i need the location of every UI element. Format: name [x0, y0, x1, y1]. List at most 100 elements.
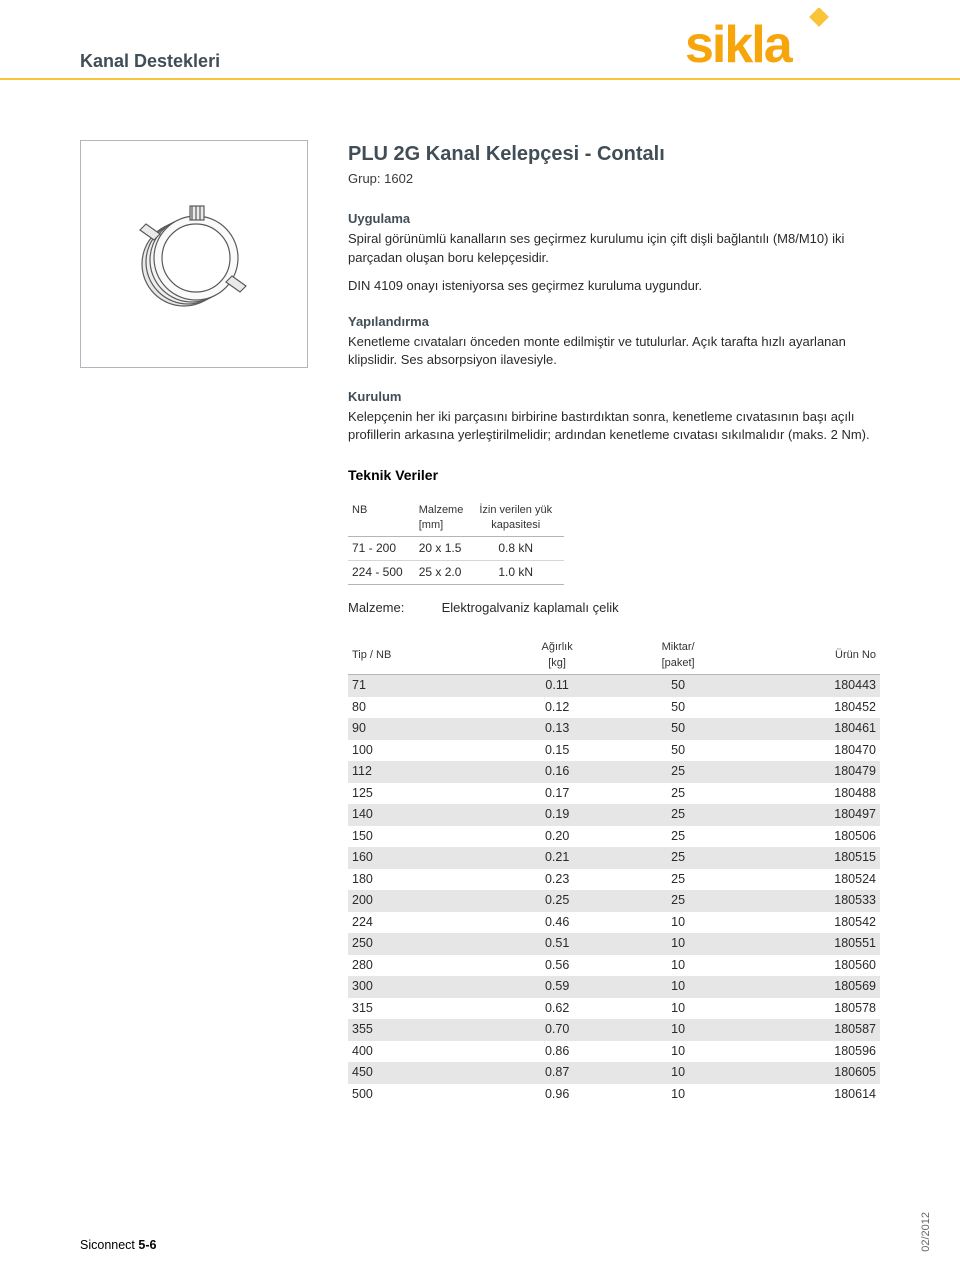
- table-cell: 10: [616, 1084, 740, 1106]
- header-divider: [0, 78, 960, 80]
- table-row: 3000.5910180569: [348, 976, 880, 998]
- table-cell: 0.17: [498, 783, 616, 805]
- table-cell: 450: [348, 1062, 498, 1084]
- table-cell: 71 - 200: [348, 537, 415, 561]
- table-row: 4000.8610180596: [348, 1041, 880, 1063]
- table-cell: 90: [348, 718, 498, 740]
- table-cell: 25: [616, 869, 740, 891]
- table-cell: 180443: [740, 675, 880, 697]
- table-cell: 355: [348, 1019, 498, 1041]
- table-cell: 180605: [740, 1062, 880, 1084]
- table-cell: 180578: [740, 998, 880, 1020]
- table-cell: 300: [348, 976, 498, 998]
- table-cell: 0.70: [498, 1019, 616, 1041]
- tech-col-load: İzin verilen yük kapasitesi: [475, 500, 564, 537]
- table-cell: 180533: [740, 890, 880, 912]
- table-cell: 0.23: [498, 869, 616, 891]
- page-header: Kanal Destekleri sikla: [0, 0, 960, 90]
- table-row: 1250.1725180488: [348, 783, 880, 805]
- table-cell: 20 x 1.5: [415, 537, 476, 561]
- table-cell: 25 x 2.0: [415, 561, 476, 585]
- table-cell: 0.56: [498, 955, 616, 977]
- table-cell: 180569: [740, 976, 880, 998]
- product-table: Tip / NB Ağırlık [kg] Miktar/ [paket] Ür…: [348, 637, 880, 1105]
- application-heading: Uygulama: [348, 210, 880, 228]
- table-cell: 112: [348, 761, 498, 783]
- table-cell: 180596: [740, 1041, 880, 1063]
- application-text: Spiral görünümlü kanalların ses geçirmez…: [348, 230, 880, 266]
- table-cell: 0.96: [498, 1084, 616, 1106]
- page-category: Kanal Destekleri: [80, 51, 220, 72]
- table-cell: 180587: [740, 1019, 880, 1041]
- footer-prefix: Siconnect: [80, 1238, 138, 1252]
- svg-text:sikla: sikla: [685, 16, 794, 73]
- table-cell: 10: [616, 1062, 740, 1084]
- table-row: 1000.1550180470: [348, 740, 880, 762]
- table-cell: 25: [616, 804, 740, 826]
- table-cell: 50: [616, 675, 740, 697]
- table-cell: 25: [616, 890, 740, 912]
- table-cell: 0.11: [498, 675, 616, 697]
- install-text: Kelepçenin her iki parçasını birbirine b…: [348, 408, 880, 444]
- table-cell: 200: [348, 890, 498, 912]
- table-cell: 180560: [740, 955, 880, 977]
- page-footer: Siconnect 5-6: [80, 1238, 156, 1252]
- table-cell: 0.19: [498, 804, 616, 826]
- table-row: 1400.1925180497: [348, 804, 880, 826]
- table-row: 2000.2525180533: [348, 890, 880, 912]
- table-cell: 0.25: [498, 890, 616, 912]
- table-cell: 180515: [740, 847, 880, 869]
- table-cell: 50: [616, 718, 740, 740]
- table-cell: 180506: [740, 826, 880, 848]
- table-row: 1120.1625180479: [348, 761, 880, 783]
- material-line: Malzeme: Elektrogalvaniz kaplamalı çelik: [348, 599, 880, 617]
- main-content: PLU 2G Kanal Kelepçesi - Contalı Grup: 1…: [0, 90, 960, 1105]
- tech-heading: Teknik Veriler: [348, 466, 880, 486]
- table-cell: 10: [616, 998, 740, 1020]
- material-label: Malzeme:: [348, 599, 438, 617]
- table-cell: 180488: [740, 783, 880, 805]
- table-row: 3150.6210180578: [348, 998, 880, 1020]
- table-cell: 71: [348, 675, 498, 697]
- table-cell: 1.0 kN: [475, 561, 564, 585]
- table-row: 2240.4610180542: [348, 912, 880, 934]
- footer-pages: 5-6: [138, 1238, 156, 1252]
- table-cell: 500: [348, 1084, 498, 1106]
- table-row: 3550.7010180587: [348, 1019, 880, 1041]
- table-cell: 125: [348, 783, 498, 805]
- table-row: 4500.8710180605: [348, 1062, 880, 1084]
- tech-col-material: Malzeme [mm]: [415, 500, 476, 537]
- table-cell: 25: [616, 783, 740, 805]
- table-cell: 280: [348, 955, 498, 977]
- table-cell: 0.59: [498, 976, 616, 998]
- table-cell: 160: [348, 847, 498, 869]
- table-cell: 180: [348, 869, 498, 891]
- table-cell: 180461: [740, 718, 880, 740]
- table-cell: 150: [348, 826, 498, 848]
- prod-col-part: Ürün No: [740, 637, 880, 674]
- footer-date: 02/2012: [920, 1212, 932, 1252]
- table-cell: 25: [616, 847, 740, 869]
- table-row: 2800.5610180560: [348, 955, 880, 977]
- table-row: 800.1250180452: [348, 697, 880, 719]
- table-cell: 0.21: [498, 847, 616, 869]
- content-column: PLU 2G Kanal Kelepçesi - Contalı Grup: 1…: [348, 140, 880, 1105]
- config-text: Kenetleme cıvataları önceden monte edilm…: [348, 333, 880, 369]
- table-cell: 25: [616, 761, 740, 783]
- table-row: 1600.2125180515: [348, 847, 880, 869]
- table-row: 1500.2025180506: [348, 826, 880, 848]
- table-cell: 400: [348, 1041, 498, 1063]
- table-cell: 0.12: [498, 697, 616, 719]
- table-cell: 0.51: [498, 933, 616, 955]
- prod-col-weight: Ağırlık [kg]: [498, 637, 616, 674]
- table-row: 224 - 50025 x 2.01.0 kN: [348, 561, 564, 585]
- table-row: 1800.2325180524: [348, 869, 880, 891]
- table-cell: 0.87: [498, 1062, 616, 1084]
- table-cell: 180470: [740, 740, 880, 762]
- table-cell: 0.15: [498, 740, 616, 762]
- table-cell: 0.62: [498, 998, 616, 1020]
- table-cell: 180452: [740, 697, 880, 719]
- material-value: Elektrogalvaniz kaplamalı çelik: [442, 600, 619, 615]
- prod-col-type: Tip / NB: [348, 637, 498, 674]
- table-cell: 0.20: [498, 826, 616, 848]
